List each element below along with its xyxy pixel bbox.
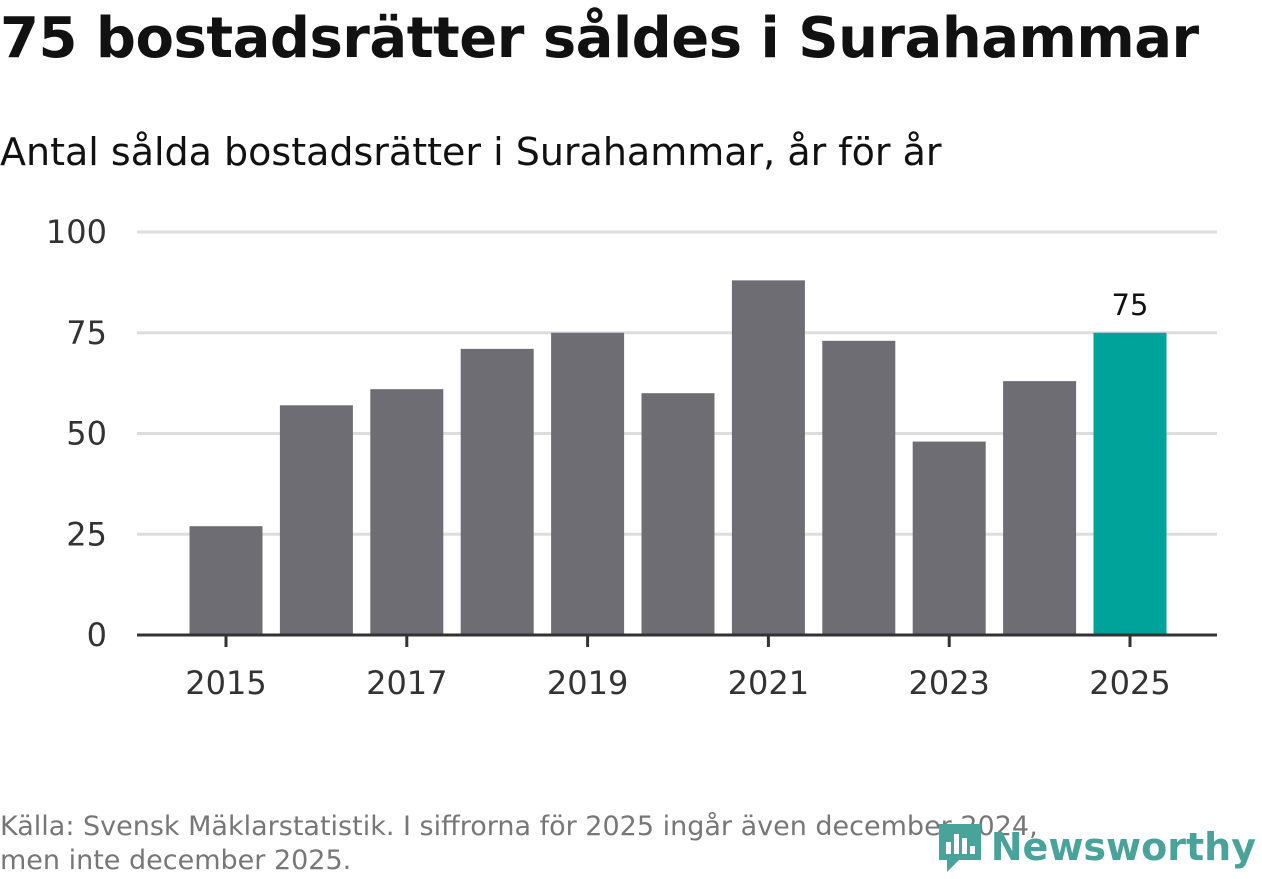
bar-chart: 0 25 50 75 100 2015 2017 2019 2021 2023 2025 75 [46,213,1217,702]
bar-2016 [279,405,353,635]
y-tick-label: 50 [66,415,107,453]
y-tick-label: 25 [66,515,107,553]
x-axis [137,633,1217,647]
x-tick-label: 2019 [547,664,628,702]
bar-2023 [912,441,986,635]
chart-title: 75 bostadsrätter såldes i Surahammar [0,6,1199,71]
brand-logo: Newsworthy [935,820,1256,874]
y-tick-label: 100 [46,213,107,251]
data-labels: 75 [1112,288,1149,322]
bar-2017 [370,389,444,635]
source-line-2: men inte december 2025. [0,845,352,876]
bar-2024 [1003,381,1077,635]
source-line-1: Källa: Svensk Mäklarstatistik. I siffror… [0,811,1038,842]
y-tick-label: 75 [66,314,107,352]
data-label: 75 [1112,288,1149,322]
x-tick-label: 2015 [185,664,266,702]
y-tick-label: 0 [87,616,107,654]
x-tick-label: 2017 [366,664,447,702]
source-note: Källa: Svensk Mäklarstatistik. I siffror… [0,810,1038,878]
x-tick-label: 2021 [728,664,809,702]
newsworthy-logo-icon [938,824,981,872]
chart-subtitle: Antal sålda bostadsrätter i Surahammar, … [0,130,942,174]
bar-2020 [641,393,715,635]
bar-2022 [822,340,896,635]
bars [189,280,1167,635]
x-tick-label: 2023 [908,664,989,702]
brand-name: Newsworthy [990,825,1256,869]
y-axis-tick-labels: 0 25 50 75 100 [46,213,107,654]
bar-2021 [731,280,805,635]
bar-2019 [551,332,625,635]
x-tick-label: 2025 [1089,664,1170,702]
bar-2018 [460,348,534,635]
x-axis-tick-labels: 2015 2017 2019 2021 2023 2025 [185,664,1170,702]
bar-2025 [1093,332,1167,635]
bar-2015 [189,526,263,635]
